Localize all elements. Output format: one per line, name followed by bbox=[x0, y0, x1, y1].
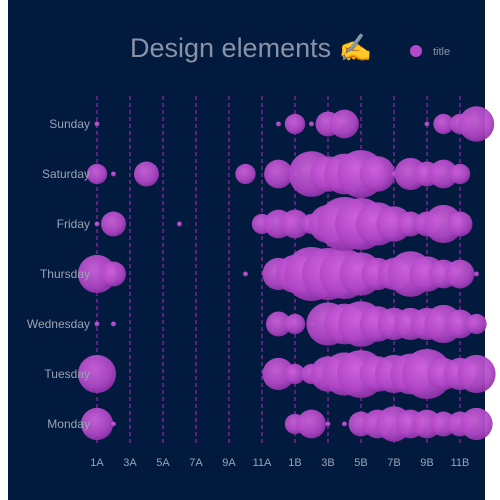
bubble[interactable] bbox=[424, 121, 430, 127]
legend-label[interactable]: title bbox=[433, 46, 450, 58]
y-tick-label: Thursday bbox=[40, 267, 90, 281]
bubble[interactable] bbox=[359, 156, 396, 192]
bubble[interactable] bbox=[466, 313, 487, 335]
bubble[interactable] bbox=[474, 271, 479, 277]
bubble[interactable] bbox=[449, 163, 471, 185]
bubble[interactable] bbox=[101, 211, 126, 237]
legend-marker[interactable] bbox=[410, 45, 422, 57]
x-tick-label: 1A bbox=[90, 457, 104, 469]
bubble[interactable] bbox=[330, 109, 359, 139]
label-layer: 1A 3A 5A 7A 9A 11A 1B 3B 5B 7B 9B 11B Monday Tuesday W… bbox=[27, 117, 470, 469]
y-tick-label: Saturday bbox=[42, 167, 90, 181]
bubble[interactable] bbox=[262, 357, 295, 391]
x-tick-label: 1B bbox=[288, 457, 301, 469]
bubble[interactable] bbox=[266, 311, 291, 337]
x-tick-label: 9A bbox=[222, 457, 236, 469]
x-tick-label: 9B bbox=[420, 457, 433, 469]
x-tick-label: 11B bbox=[451, 457, 470, 469]
bubble[interactable] bbox=[177, 221, 182, 227]
bubble[interactable] bbox=[86, 163, 108, 185]
x-tick-label: 3A bbox=[123, 457, 137, 469]
bubble[interactable] bbox=[264, 159, 293, 189]
bubble[interactable] bbox=[101, 261, 126, 287]
bubble[interactable] bbox=[445, 309, 475, 339]
bubble[interactable] bbox=[447, 211, 473, 237]
chart-title: Design elements ✍️ bbox=[130, 33, 372, 63]
bubble[interactable] bbox=[297, 409, 326, 439]
bubble[interactable] bbox=[94, 221, 100, 227]
bubble[interactable] bbox=[458, 106, 495, 142]
bubble[interactable] bbox=[342, 421, 347, 427]
bubble[interactable] bbox=[309, 121, 314, 127]
bubble[interactable] bbox=[445, 259, 475, 289]
bubble[interactable] bbox=[429, 159, 458, 189]
bubble[interactable] bbox=[243, 271, 248, 277]
bubble-layer bbox=[77, 106, 496, 442]
bubble[interactable] bbox=[460, 407, 493, 441]
bubble[interactable] bbox=[284, 313, 306, 335]
y-tick-label: Tuesday bbox=[44, 367, 90, 381]
bubble[interactable] bbox=[280, 209, 310, 239]
bubble[interactable] bbox=[111, 421, 116, 427]
bubble[interactable] bbox=[433, 113, 454, 135]
x-tick-label: 7A bbox=[189, 457, 203, 469]
x-tick-label: 7B bbox=[387, 457, 400, 469]
x-tick-label: 3B bbox=[321, 457, 334, 469]
y-tick-label: Monday bbox=[47, 417, 90, 431]
bubble[interactable] bbox=[111, 171, 116, 177]
bubble[interactable] bbox=[235, 163, 256, 185]
bubble[interactable] bbox=[111, 321, 116, 327]
bubble[interactable] bbox=[284, 363, 306, 385]
bubble[interactable] bbox=[325, 421, 331, 427]
bubble[interactable] bbox=[134, 161, 159, 187]
bubble[interactable] bbox=[77, 354, 117, 394]
y-tick-label: Sunday bbox=[49, 117, 90, 131]
bubble[interactable] bbox=[276, 121, 281, 127]
bubble[interactable] bbox=[80, 407, 114, 441]
y-tick-label: Wednesday bbox=[27, 317, 90, 331]
x-tick-label: 5B bbox=[354, 457, 367, 469]
y-tick-label: Friday bbox=[57, 217, 90, 231]
x-tick-label: 11A bbox=[253, 457, 272, 469]
x-tick-label: 5A bbox=[156, 457, 170, 469]
bubble[interactable] bbox=[284, 113, 306, 135]
bubble[interactable] bbox=[94, 321, 100, 327]
bubble[interactable] bbox=[457, 354, 496, 394]
bubble[interactable] bbox=[94, 121, 100, 127]
